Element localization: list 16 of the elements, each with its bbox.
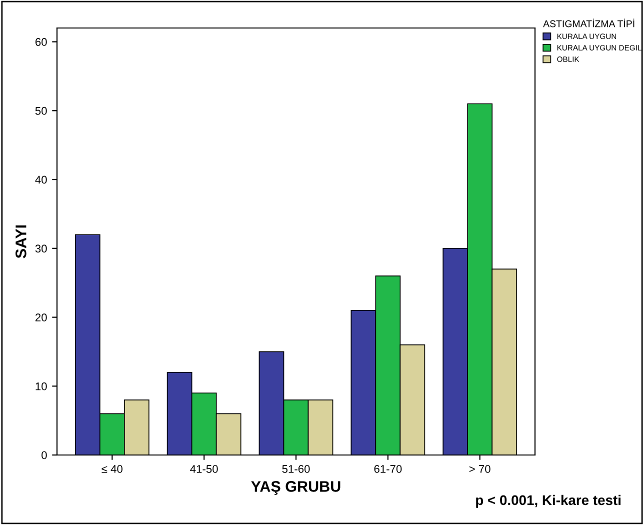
x-tick-label: > 70 (469, 465, 490, 473)
y-tick-label: 30 (35, 244, 47, 253)
x-tick-label: ≤ 40 (102, 465, 122, 473)
y-tick-label: 20 (35, 314, 47, 322)
x-axis-title: YAŞ GRUBU (251, 481, 340, 495)
y-tick-label: 50 (35, 106, 47, 115)
y-tick-label: 40 (35, 176, 47, 184)
y-tick-label: 0 (42, 451, 47, 460)
y-axis-title: SAYI (16, 225, 26, 258)
x-tick-label: 61-70 (374, 465, 402, 473)
y-tick-label: 60 (35, 38, 47, 46)
x-tick-label: 41-50 (190, 465, 218, 473)
text: p < 0.001, Ki-kare testi (476, 494, 620, 508)
y-tick-label: 10 (36, 382, 47, 390)
legend-title: ASTIGMATİZMA TİPİ (543, 18, 634, 28)
x-tick-label: 51-60 (282, 465, 310, 473)
